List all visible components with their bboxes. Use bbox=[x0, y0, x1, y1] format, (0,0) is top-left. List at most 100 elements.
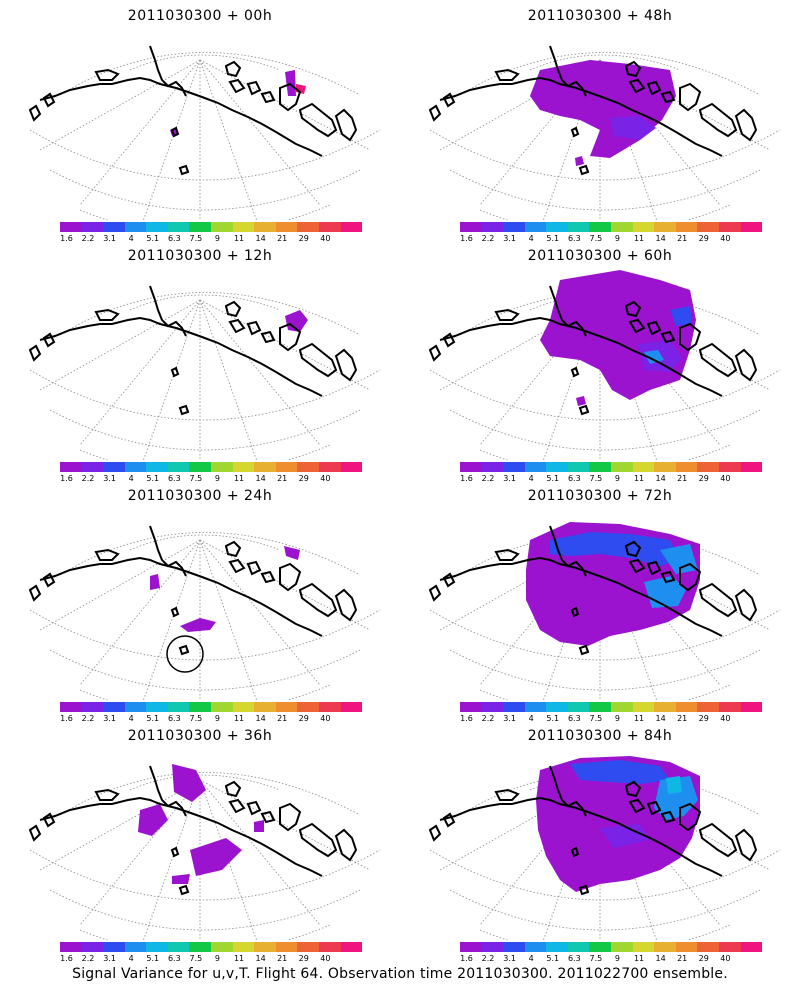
panel-title: 2011030300 + 72h bbox=[527, 488, 673, 504]
variance-region bbox=[284, 546, 300, 560]
colorbar-swatch bbox=[611, 222, 633, 232]
coastline bbox=[28, 285, 358, 416]
colorbar-tick-label: 6.3 bbox=[567, 954, 581, 963]
coastline-segment bbox=[660, 570, 676, 584]
colorbar-swatches bbox=[60, 702, 363, 712]
coastline-segment bbox=[628, 318, 646, 334]
coastline bbox=[428, 45, 758, 176]
coastline-segment bbox=[628, 78, 646, 94]
coastline-segment bbox=[149, 765, 187, 817]
grid-line bbox=[479, 684, 731, 700]
colorbar-swatch bbox=[211, 702, 233, 712]
colorbar-tick-label: 9 bbox=[214, 954, 221, 963]
coastline-segment bbox=[298, 822, 338, 858]
colorbar: 1.6 2.2 3.1 4 5.1 6.3 7.5 9 11 14 21 29 40 bbox=[460, 942, 763, 970]
colorbar-tick-label: 2.2 bbox=[481, 474, 495, 483]
grid-line bbox=[59, 52, 361, 96]
panel-title: 2011030300 + 00h bbox=[127, 8, 273, 24]
coastline-segment bbox=[494, 788, 520, 801]
colorbar-swatch bbox=[611, 942, 633, 952]
colorbar-labels: 1.6 2.2 3.1 4 5.1 6.3 7.5 9 11 14 21 29 40 bbox=[60, 952, 362, 966]
colorbar-swatch bbox=[340, 702, 363, 712]
colorbar-tick-label: 2.2 bbox=[81, 714, 95, 723]
grid-line bbox=[79, 924, 331, 940]
colorbar-swatch bbox=[189, 942, 212, 952]
colorbar-tick-label: 5.1 bbox=[546, 234, 560, 243]
coastline bbox=[428, 525, 758, 656]
grid-line bbox=[449, 409, 761, 451]
grid-line bbox=[129, 54, 281, 71]
colorbar-swatch bbox=[232, 942, 255, 952]
colorbar-labels: 1.6 2.2 3.1 4 5.1 6.3 7.5 9 11 14 21 29 40 bbox=[460, 952, 762, 966]
colorbar-swatch bbox=[675, 462, 698, 472]
colorbar-tick-label: 40 bbox=[320, 474, 331, 483]
colorbar-tick-label: 21 bbox=[277, 234, 288, 243]
coastline-segment bbox=[428, 104, 442, 122]
variance-region bbox=[550, 532, 680, 566]
colorbar-swatch bbox=[275, 942, 298, 952]
colorbar-tick-label: 9 bbox=[614, 234, 621, 243]
variance-region bbox=[575, 156, 584, 166]
grid-line bbox=[39, 299, 201, 391]
coastline-segment bbox=[94, 788, 120, 801]
coastline-segment bbox=[279, 322, 302, 352]
grid-line bbox=[29, 849, 381, 901]
grid-line bbox=[449, 169, 761, 211]
colorbar-swatch bbox=[503, 942, 525, 952]
colorbar-swatch bbox=[124, 222, 147, 232]
signal-variance-shading bbox=[150, 546, 300, 632]
coastline-segment bbox=[28, 824, 42, 842]
colorbar-swatch bbox=[167, 462, 190, 472]
coastline-segment bbox=[279, 562, 302, 592]
variance-region bbox=[172, 874, 190, 884]
colorbar-tick-label: 14 bbox=[255, 474, 266, 483]
colorbar-swatch bbox=[740, 702, 763, 712]
coastline-segment bbox=[334, 108, 358, 142]
colorbar-tick-label: 40 bbox=[320, 954, 331, 963]
grid-line bbox=[439, 299, 601, 391]
colorbar-tick-label: 14 bbox=[655, 714, 666, 723]
grid-line bbox=[59, 772, 361, 816]
colorbar-tick-label: 3.1 bbox=[103, 234, 116, 243]
colorbar: 1.6 2.2 3.1 4 5.1 6.3 7.5 9 11 14 21 29 40 bbox=[60, 222, 363, 250]
colorbar-tick-label: 5.1 bbox=[546, 474, 560, 483]
coastline-segment bbox=[246, 80, 262, 96]
colorbar-tick-label: 40 bbox=[720, 474, 731, 483]
colorbar-swatch bbox=[103, 942, 125, 952]
colorbar-tick-label: 4 bbox=[528, 954, 534, 963]
colorbar-swatches bbox=[460, 222, 763, 232]
coastline-segment bbox=[628, 798, 646, 814]
signal-variance-shading bbox=[138, 764, 264, 884]
colorbar-swatch bbox=[740, 942, 763, 952]
colorbar-swatch bbox=[654, 462, 676, 472]
coastline-segment bbox=[698, 342, 738, 378]
colorbar-tick-label: 6.3 bbox=[567, 714, 581, 723]
colorbar-tick-label: 1.6 bbox=[460, 474, 473, 483]
grid-line bbox=[79, 204, 331, 220]
grid-line bbox=[199, 539, 321, 686]
coastline bbox=[428, 765, 758, 896]
polar-stereographic-map bbox=[28, 45, 381, 220]
variance-region bbox=[138, 804, 168, 836]
colorbar-tick-label: 3.1 bbox=[103, 954, 116, 963]
coastline-segment bbox=[646, 560, 662, 576]
coastline-segment bbox=[170, 846, 180, 858]
coastline-segment bbox=[28, 584, 42, 602]
map-panel: 2011030300 + 72h 1.6 2.2 3.1 4 5.1 6.3 7.5 9 11 14… bbox=[400, 480, 800, 723]
grid-line bbox=[449, 889, 761, 931]
colorbar-swatch bbox=[654, 942, 676, 952]
colorbar-swatch bbox=[232, 702, 255, 712]
colorbar-swatch bbox=[318, 942, 341, 952]
colorbar-tick-label: 7.5 bbox=[189, 714, 203, 723]
colorbar-swatch bbox=[718, 942, 741, 952]
coastline-segment bbox=[260, 570, 276, 584]
colorbar-swatch bbox=[460, 462, 482, 472]
colorbar-tick-label: 11 bbox=[633, 954, 645, 963]
colorbar-tick-label: 14 bbox=[255, 954, 266, 963]
colorbar-tick-label: 29 bbox=[298, 234, 309, 243]
colorbar-swatch bbox=[189, 462, 212, 472]
colorbar-swatch bbox=[340, 942, 363, 952]
colorbar-tick-label: 4 bbox=[128, 234, 134, 243]
grid-line bbox=[439, 59, 601, 151]
colorbar-tick-label: 6.3 bbox=[167, 474, 181, 483]
